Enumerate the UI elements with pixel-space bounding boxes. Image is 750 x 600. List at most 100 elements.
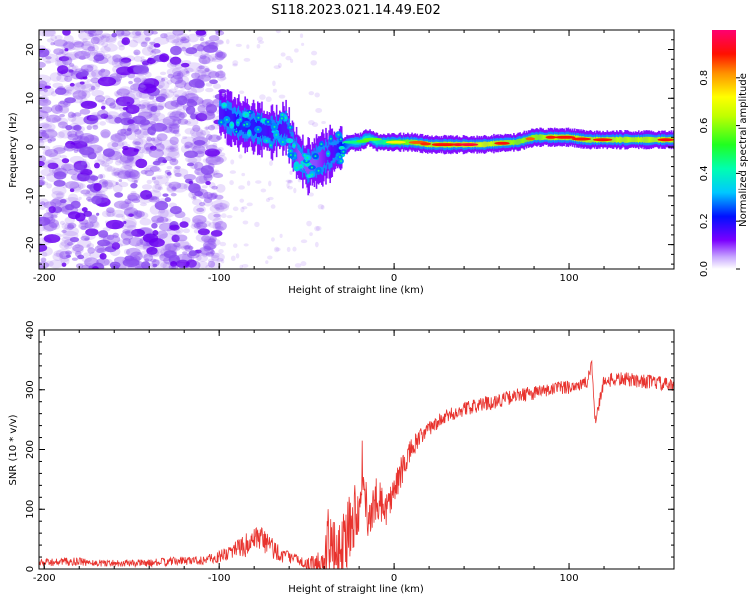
noise-blob [97, 99, 105, 104]
noise-blob [87, 151, 97, 160]
noise-blob [214, 170, 218, 175]
colorbar-tick-label: 0.6 [699, 118, 710, 134]
noise-blob [91, 44, 99, 52]
noise-blob [98, 69, 111, 77]
signal-core [270, 123, 273, 141]
noise-blob [126, 174, 140, 183]
noise-blob [141, 261, 151, 269]
noise-blob [171, 234, 180, 239]
noise-blob [157, 208, 169, 219]
spectrogram-x-axis: -200 -100 0 100 [33, 30, 675, 284]
noise-blob [219, 69, 223, 74]
noise-blob [159, 88, 167, 95]
noise-blob [99, 121, 107, 126]
signal-peak [545, 135, 557, 139]
noise-blob [64, 97, 76, 104]
noise-blob [75, 250, 82, 258]
signal-core [513, 139, 515, 146]
noise-blob [109, 246, 121, 257]
noise-blob [149, 41, 156, 45]
noise-blob [48, 219, 60, 228]
noise-blob [83, 210, 93, 217]
spectrogram-x-axis-title: Height of straight line (km) [288, 285, 424, 296]
noise-blob [173, 167, 181, 174]
noise-blob [139, 218, 152, 226]
noise-blob [197, 75, 204, 82]
noise-blob [287, 186, 293, 190]
signal-core [655, 137, 658, 143]
noise-blob [44, 149, 59, 157]
noise-blob [63, 143, 76, 152]
noise-blob [79, 108, 91, 115]
signal-core [262, 124, 264, 136]
noise-blob [146, 246, 158, 255]
noise-blob [151, 48, 161, 54]
noise-blob [188, 183, 201, 194]
signal-core [344, 142, 346, 149]
noise-blob [96, 212, 100, 216]
noise-blob [201, 98, 214, 108]
noise-blob [89, 30, 95, 33]
noise-blob [198, 99, 213, 109]
noise-blob [155, 157, 166, 164]
signal-core [408, 139, 410, 145]
noise-blob [135, 31, 142, 36]
noise-blob [140, 122, 156, 131]
noise-blob [142, 242, 151, 250]
noise-blob [160, 92, 170, 99]
noise-blob [173, 242, 181, 248]
signal-core [383, 139, 386, 145]
snr-x-tick-label: -200 [33, 573, 56, 584]
signal-core [520, 138, 523, 144]
noise-blob [176, 241, 192, 250]
signal-core [618, 137, 620, 143]
signal-core [314, 156, 317, 169]
noise-blob [184, 92, 199, 103]
noise-blob [86, 79, 91, 83]
noise-blob [63, 146, 70, 151]
noise-blob [67, 133, 79, 141]
noise-blob [203, 198, 213, 207]
noise-blob [188, 245, 194, 250]
noise-blob [243, 57, 251, 62]
signal-blob-center [280, 117, 283, 120]
noise-blob [69, 82, 75, 87]
noise-blob [193, 221, 208, 230]
noise-blob [39, 175, 46, 180]
noise-blob [206, 109, 215, 117]
noise-blob [40, 47, 51, 54]
noise-blob [193, 161, 204, 171]
noise-blob [280, 52, 286, 57]
noise-blob [175, 234, 188, 242]
noise-blob [133, 77, 142, 84]
noise-blob [116, 66, 134, 76]
noise-blob [73, 165, 83, 171]
noise-blob [181, 35, 191, 44]
noise-blob [260, 188, 267, 193]
noise-blob [80, 43, 92, 50]
noise-blob [63, 34, 74, 44]
noise-blob [205, 111, 216, 120]
noise-blob [113, 200, 130, 209]
noise-blob [97, 239, 111, 247]
noise-blob [112, 171, 121, 176]
noise-blob [153, 180, 160, 186]
noise-blob [74, 130, 84, 138]
noise-blob [193, 78, 202, 85]
signal-core [537, 134, 539, 140]
noise-blob [230, 159, 235, 165]
noise-blob [219, 202, 223, 208]
noise-blob [128, 213, 134, 217]
noise-blob [122, 93, 130, 98]
noise-blob [67, 211, 81, 220]
signal-core [283, 121, 285, 136]
signal-peak [525, 137, 536, 141]
noise-blob [53, 171, 67, 180]
noise-blob [201, 235, 211, 242]
noise-blob [86, 125, 93, 131]
noise-blob [89, 251, 101, 259]
noise-blob [121, 37, 131, 46]
signal-blob-center [265, 139, 268, 142]
noise-blob [174, 63, 183, 70]
noise-blob [77, 183, 86, 189]
